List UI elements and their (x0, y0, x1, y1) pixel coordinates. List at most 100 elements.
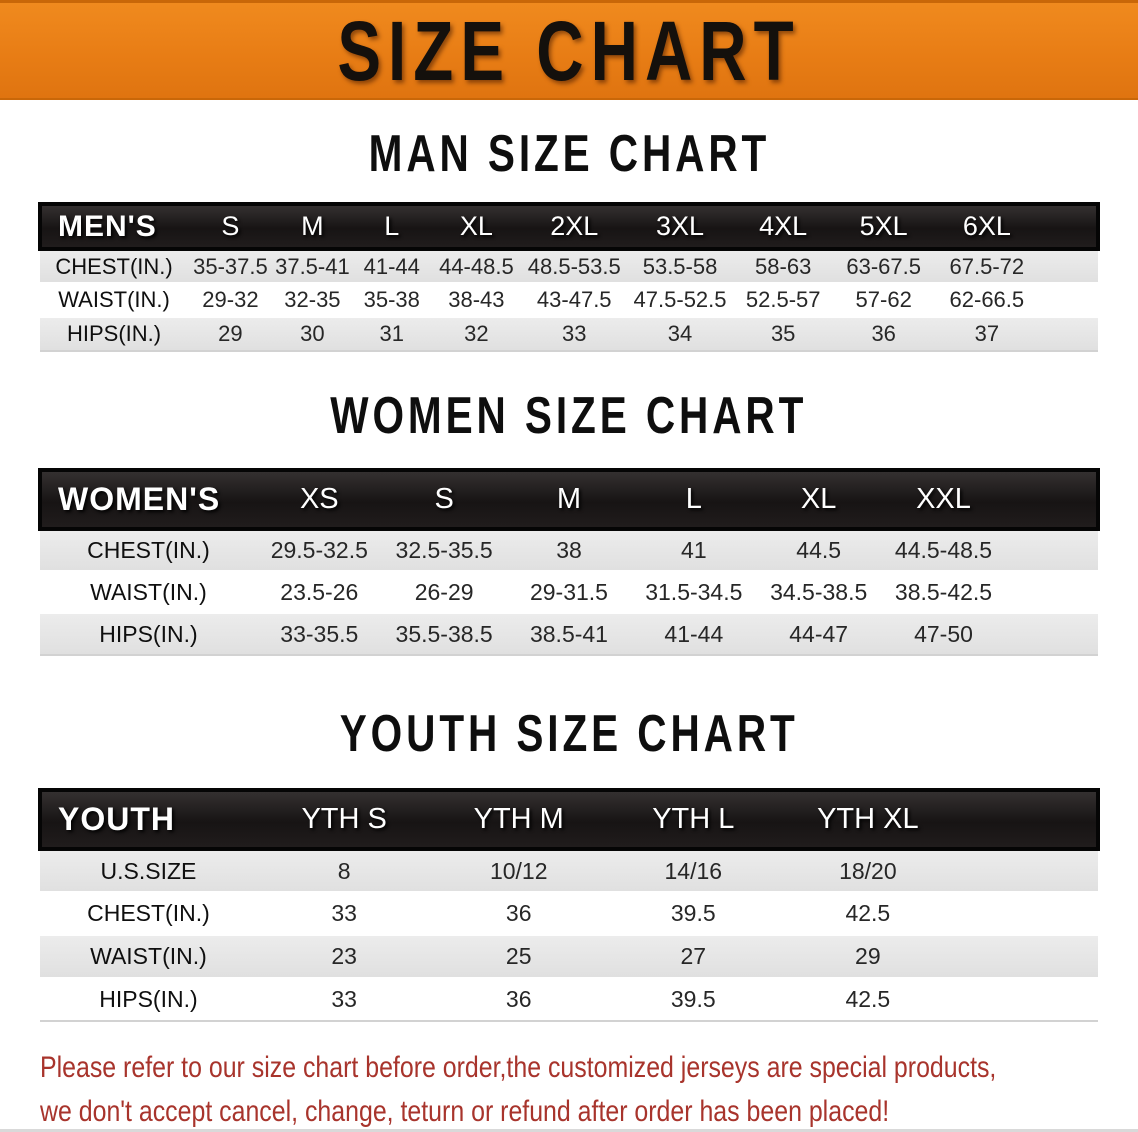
measurement-value: 29.5-32.5 (256, 529, 382, 572)
men-size-column-header: 5XL (833, 204, 934, 249)
women-size-column-header: M (506, 470, 632, 529)
youth-size-column-header: YTH XL (780, 790, 956, 849)
women-size-column-header: XXL (881, 470, 1006, 529)
measurement-value: 32.5-35.5 (381, 529, 507, 572)
main-title: SIZE CHART (272, 9, 866, 93)
measurement-value: 29-32 (188, 283, 273, 318)
men-row-hips-in.: HIPS(IN.) 29 30 31 32 33 34 35 36 37 (40, 317, 1098, 352)
disclaimer: Please refer to our size chart before or… (0, 1046, 1138, 1129)
youth-size-table: YOUTH YTH S YTH M YTH L YTH XL U.S.SIZE 8 10/12… (38, 788, 1100, 1022)
measurement-value: 38 (506, 529, 632, 572)
measurement-label: CHEST(IN.) (40, 892, 257, 936)
measurement-value: 34.5-38.5 (756, 571, 882, 614)
measurement-value: 23 (256, 935, 432, 979)
measurement-value: 23.5-26 (256, 571, 382, 614)
disclaimer-line-1: Please refer to our size chart before or… (40, 1051, 997, 1084)
measurement-value: 44.5 (756, 529, 882, 572)
filler-cell (955, 935, 1098, 979)
measurement-value: 30 (272, 317, 353, 352)
measurement-value: 43-47.5 (521, 283, 628, 318)
measurement-value: 18/20 (780, 849, 956, 893)
measurement-value: 35 (732, 317, 834, 352)
men-row-waist-in.: WAIST(IN.) 29-32 32-35 35-38 38-43 43-47.5 47.… (40, 283, 1098, 318)
men-size-column-header: 3XL (627, 204, 733, 249)
measurement-value: 27 (606, 935, 781, 979)
measurement-label: WAIST(IN.) (40, 571, 257, 614)
measurement-label: HIPS(IN.) (40, 978, 257, 1022)
measurement-value: 41 (631, 529, 757, 572)
disclaimer-line-2: we don't accept cancel, change, teturn o… (40, 1095, 890, 1128)
measurement-value: 29-31.5 (506, 571, 632, 614)
measurement-value: 33-35.5 (256, 613, 382, 656)
measurement-value: 44-48.5 (431, 249, 522, 284)
measurement-value: 41-44 (352, 249, 432, 284)
youth-size-chart-section: YOUTH SIZE CHART YOUTH YTH S YTH M YTH L YTH… (0, 708, 1138, 1022)
men-table-corner-label: MEN'S (40, 204, 189, 249)
measurement-value: 33 (521, 317, 628, 352)
men-chart-title: MAN SIZE CHART (0, 128, 1138, 180)
measurement-value: 35-38 (352, 283, 432, 318)
measurement-label: WAIST(IN.) (40, 283, 189, 318)
filler-cell (955, 849, 1098, 893)
measurement-value: 26-29 (381, 571, 507, 614)
filler-cell (955, 978, 1098, 1022)
women-size-column-header: XS (256, 470, 382, 529)
filler-cell (955, 892, 1098, 936)
measurement-label: HIPS(IN.) (40, 317, 189, 352)
measurement-value: 31 (352, 317, 432, 352)
measurement-label: U.S.SIZE (40, 849, 257, 893)
men-size-column-header: 2XL (521, 204, 628, 249)
youth-size-column-header: YTH M (431, 790, 606, 849)
women-size-column-header: XL (756, 470, 882, 529)
women-chart-title-text: WOMEN SIZE CHART (330, 387, 808, 445)
measurement-value: 63-67.5 (833, 249, 934, 284)
measurement-value: 36 (431, 978, 606, 1022)
youth-chart-title: YOUTH SIZE CHART (0, 708, 1138, 760)
measurement-value: 37 (933, 317, 1040, 352)
women-size-column-header: S (381, 470, 507, 529)
measurement-value: 37.5-41 (272, 249, 353, 284)
measurement-value: 57-62 (833, 283, 934, 318)
women-table-corner-label: WOMEN'S (40, 470, 257, 529)
men-size-table: MEN'S S M L XL 2XL 3XL 4XL 5XL 6XL CHEST(IN.) 35-37… (38, 202, 1100, 352)
men-size-column-header: 4XL (732, 204, 834, 249)
youth-row-chest-in.: CHEST(IN.) 33 36 39.5 42.5 (40, 892, 1098, 936)
measurement-label: WAIST(IN.) (40, 935, 257, 979)
measurement-value: 48.5-53.5 (521, 249, 628, 284)
measurement-value: 35-37.5 (188, 249, 273, 284)
filler-cell (1039, 317, 1098, 352)
women-size-table: WOMEN'S XS S M L XL XXL CHEST(IN.) 29.5-32.5 32.5… (38, 468, 1100, 656)
measurement-value: 44-47 (756, 613, 882, 656)
measurement-value: 52.5-57 (732, 283, 834, 318)
youth-header-filler (955, 790, 1098, 849)
men-size-chart-section: MAN SIZE CHART MEN'S S M L XL 2XL 3XL 4XL 5XL 6XL… (0, 128, 1138, 352)
filler-cell (1005, 571, 1098, 614)
women-row-hips-in.: HIPS(IN.) 33-35.5 35.5-38.5 38.5-41 41-44 44-… (40, 613, 1098, 656)
measurement-value: 31.5-34.5 (631, 571, 757, 614)
measurement-label: HIPS(IN.) (40, 613, 257, 656)
men-size-column-header: 6XL (933, 204, 1040, 249)
youth-size-column-header: YTH S (256, 790, 432, 849)
measurement-value: 8 (256, 849, 432, 893)
filler-cell (1039, 249, 1098, 284)
women-row-chest-in.: CHEST(IN.) 29.5-32.5 32.5-35.5 38 41 44.5 44.5… (40, 529, 1098, 572)
youth-table-corner-label: YOUTH (40, 790, 257, 849)
men-size-column-header: S (188, 204, 273, 249)
measurement-value: 33 (256, 892, 432, 936)
men-size-column-header: XL (431, 204, 522, 249)
measurement-value: 39.5 (606, 978, 781, 1022)
measurement-value: 33 (256, 978, 432, 1022)
women-chart-title: WOMEN SIZE CHART (0, 390, 1138, 442)
measurement-value: 14/16 (606, 849, 781, 893)
measurement-value: 10/12 (431, 849, 606, 893)
measurement-label: CHEST(IN.) (40, 249, 189, 284)
youth-row-waist-in.: WAIST(IN.) 23 25 27 29 (40, 935, 1098, 979)
measurement-value: 29 (780, 935, 956, 979)
measurement-value: 32-35 (272, 283, 353, 318)
men-chart-title-text: MAN SIZE CHART (368, 125, 770, 183)
men-header-filler (1039, 204, 1098, 249)
youth-row-u.s.size: U.S.SIZE 8 10/12 14/16 18/20 (40, 849, 1098, 893)
measurement-value: 67.5-72 (933, 249, 1040, 284)
measurement-value: 47.5-52.5 (627, 283, 733, 318)
measurement-value: 34 (627, 317, 733, 352)
